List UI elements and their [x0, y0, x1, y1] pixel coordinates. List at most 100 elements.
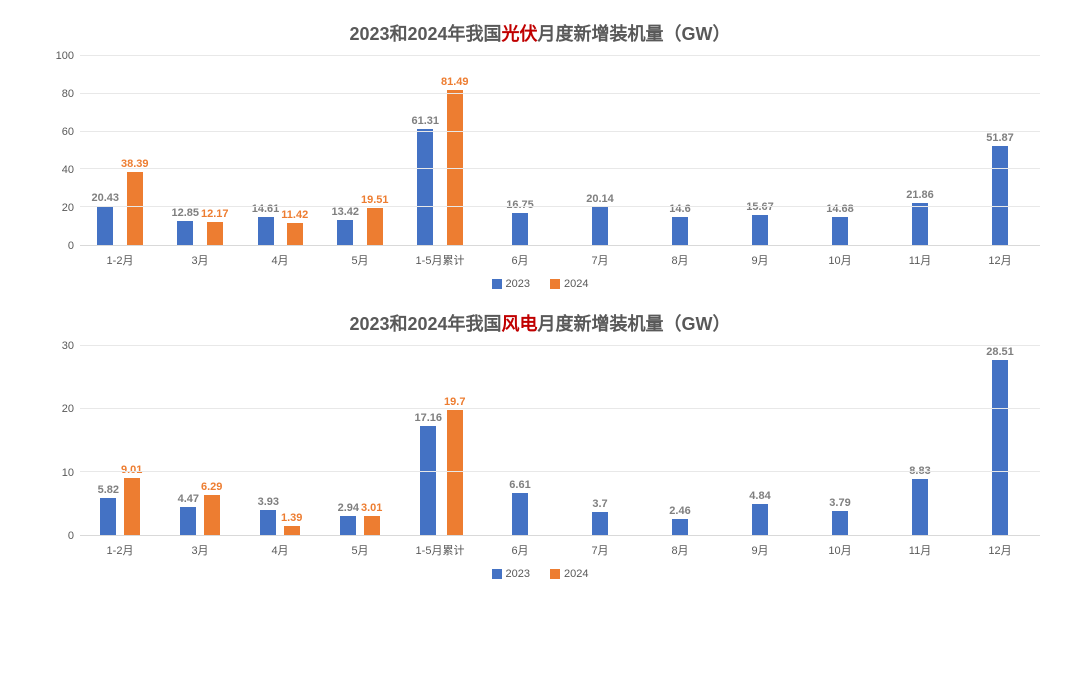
wind-x-axis: 1-2月3月4月5月1-5月累计6月7月8月9月10月11月12月 [40, 542, 1040, 558]
bar-2023: 2.94 [338, 346, 359, 535]
bar-value-label: 19.7 [444, 396, 465, 408]
bar-rect [177, 221, 193, 245]
bar-value-label: 21.86 [906, 189, 934, 201]
bar-value-label: 1.39 [281, 512, 302, 524]
solar-x-axis: 1-2月3月4月5月1-5月累计6月7月8月9月10月11月12月 [40, 252, 1040, 268]
bar-rect [204, 495, 220, 535]
x-tick-label: 8月 [640, 542, 720, 558]
gridline [80, 471, 1040, 472]
x-tick-label: 12月 [960, 252, 1040, 268]
y-tick-label: 0 [68, 240, 74, 252]
bar-value-label: 4.84 [749, 490, 770, 502]
gridline [80, 408, 1040, 409]
gridline [80, 93, 1040, 94]
x-tick-label: 1-5月累计 [400, 542, 480, 558]
bar-rect [260, 510, 276, 535]
bar-2023: 8.83 [909, 346, 930, 535]
x-tick-label: 3月 [160, 252, 240, 268]
bar-value-label: 3.79 [829, 497, 850, 509]
solar-chart-title: 2023和2024年我国光伏月度新增装机量（GW） [40, 20, 1040, 46]
bar-2023: 3.79 [829, 346, 850, 535]
bar-value-label: 5.82 [98, 484, 119, 496]
category-group: 15.67 [720, 56, 800, 245]
bar-value-label: 19.51 [361, 194, 389, 206]
x-tick-label: 1-2月 [80, 542, 160, 558]
x-tick-label: 11月 [880, 252, 960, 268]
category-group: 3.79 [800, 346, 880, 535]
bar-2023: 14.61 [252, 56, 280, 245]
title-suffix: 月度新增装机量（GW） [538, 24, 731, 44]
x-tick-label: 1-2月 [80, 252, 160, 268]
bar-2024: 19.7 [444, 346, 465, 535]
bar-2023: 20.43 [91, 56, 119, 245]
bar-value-label: 28.51 [986, 346, 1014, 358]
category-group: 12.8512.17 [160, 56, 240, 245]
bar-rect [752, 215, 768, 245]
x-tick-label: 6月 [480, 252, 560, 268]
bar-value-label: 2.46 [669, 505, 690, 517]
y-tick-label: 80 [62, 88, 74, 100]
category-group: 13.4219.51 [320, 56, 400, 245]
x-tick-label: 9月 [720, 252, 800, 268]
wind-chart-area: 0102030 5.829.014.476.293.931.392.943.01… [40, 346, 1040, 580]
bar-rect [420, 426, 436, 535]
bar-value-label: 16.75 [506, 199, 534, 211]
wind-chart: 2023和2024年我国风电月度新增装机量（GW） 0102030 5.829.… [40, 310, 1040, 580]
bar-value-label: 14.61 [252, 203, 280, 215]
bar-rect [367, 208, 383, 245]
bar-rect [340, 516, 356, 535]
bar-rect [512, 213, 528, 245]
bar-2024: 6.29 [201, 346, 222, 535]
solar-chart-area: 020406080100 20.4338.3912.8512.1714.6111… [40, 56, 1040, 290]
bar-rect [447, 410, 463, 535]
category-group: 4.84 [720, 346, 800, 535]
category-group: 20.4338.39 [80, 56, 160, 245]
category-group: 3.931.39 [240, 346, 320, 535]
category-group: 3.7 [560, 346, 640, 535]
y-tick-label: 10 [62, 467, 74, 479]
bar-rect [417, 129, 433, 245]
bar-rect [364, 516, 380, 535]
category-group: 21.86 [880, 56, 960, 245]
x-tick-label: 6月 [480, 542, 560, 558]
bar-2023: 5.82 [98, 346, 119, 535]
solar-y-axis: 020406080100 [40, 56, 80, 246]
x-tick-label: 7月 [560, 542, 640, 558]
legend-swatch-2023 [492, 569, 502, 579]
x-tick-label: 10月 [800, 542, 880, 558]
bar-2023: 20.14 [586, 56, 614, 245]
bar-value-label: 81.49 [441, 76, 469, 88]
bar-value-label: 4.47 [178, 493, 199, 505]
bar-rect [287, 223, 303, 245]
y-tick-label: 20 [62, 403, 74, 415]
category-group: 14.68 [800, 56, 880, 245]
y-tick-label: 40 [62, 164, 74, 176]
bar-rect [124, 478, 140, 535]
category-group: 5.829.01 [80, 346, 160, 535]
wind-plot: 5.829.014.476.293.931.392.943.0117.1619.… [80, 346, 1040, 536]
title-suffix: 月度新增装机量（GW） [538, 314, 731, 334]
bar-2023: 51.87 [986, 56, 1014, 245]
x-tick-label: 9月 [720, 542, 800, 558]
title-prefix: 2023和2024年我国 [349, 314, 501, 334]
bar-value-label: 2.94 [338, 502, 359, 514]
bar-2023: 3.93 [258, 346, 279, 535]
category-group: 28.51 [960, 346, 1040, 535]
bar-value-label: 13.42 [331, 206, 359, 218]
bar-2023: 61.31 [411, 56, 439, 245]
gridline [80, 206, 1040, 207]
solar-bars: 20.4338.3912.8512.1714.6111.4213.4219.51… [80, 56, 1040, 245]
legend-item-2024: 2024 [550, 568, 588, 580]
bar-rect [912, 479, 928, 535]
bar-rect [180, 507, 196, 535]
category-group: 14.6111.42 [240, 56, 320, 245]
bar-rect [207, 222, 223, 245]
category-group: 8.83 [880, 346, 960, 535]
category-group: 2.46 [640, 346, 720, 535]
bar-2023: 4.84 [749, 346, 770, 535]
bar-rect [127, 172, 143, 245]
solar-plot: 20.4338.3912.8512.1714.6111.4213.4219.51… [80, 56, 1040, 246]
category-group: 61.3181.49 [400, 56, 480, 245]
bar-value-label: 3.93 [258, 496, 279, 508]
legend-label-2024: 2024 [564, 568, 588, 580]
